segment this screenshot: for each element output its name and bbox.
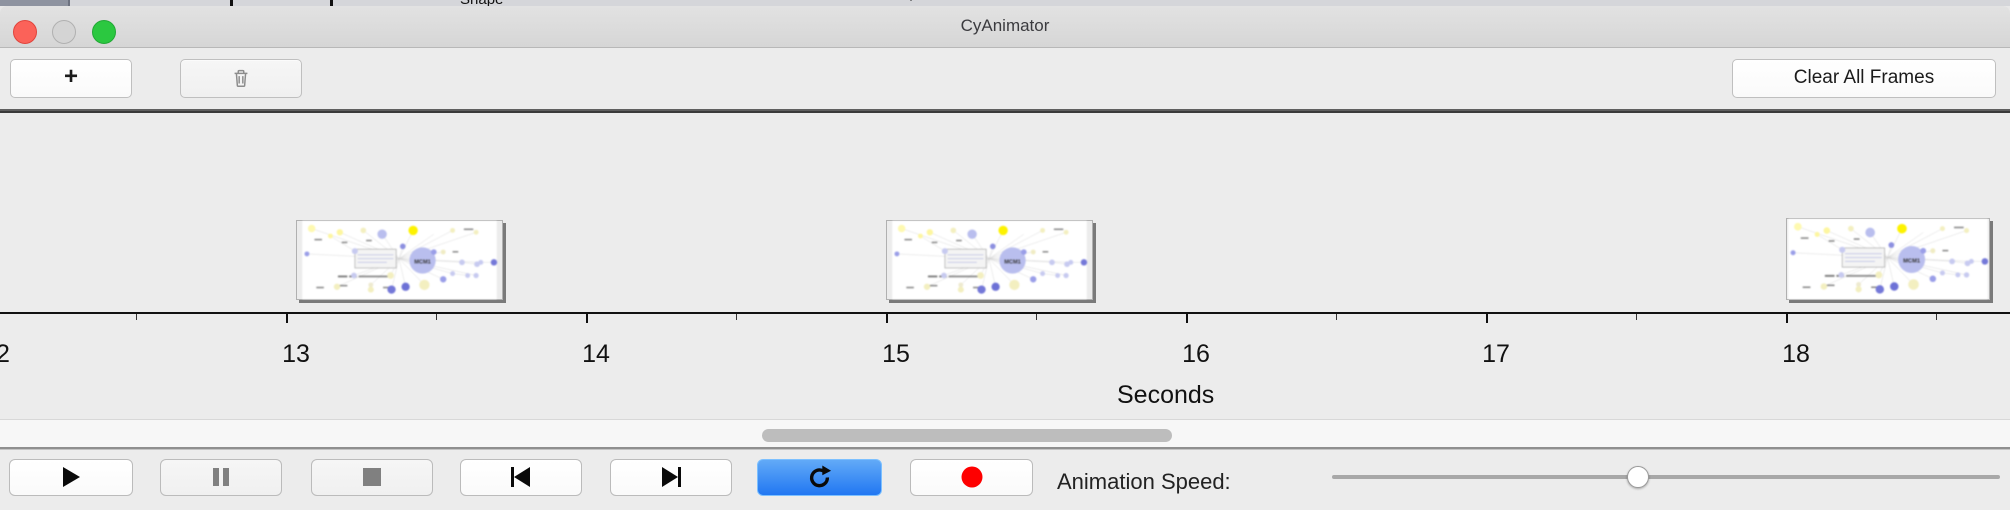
svg-text:MCM1: MCM1: [414, 259, 431, 265]
svg-text:MCM1: MCM1: [1903, 258, 1921, 264]
svg-text:MCM1: MCM1: [1004, 259, 1021, 265]
